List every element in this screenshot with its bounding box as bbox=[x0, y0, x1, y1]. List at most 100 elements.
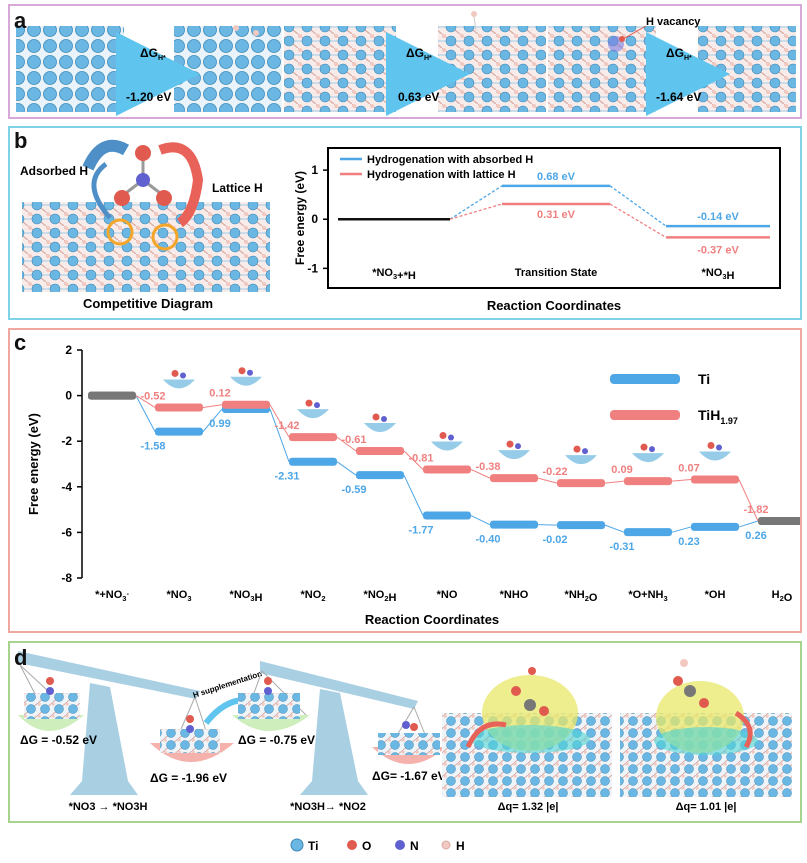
chart-c-category-label: *NO bbox=[437, 589, 458, 601]
chart-c-connector bbox=[738, 479, 759, 522]
chart-c-legend-swatch bbox=[610, 410, 680, 420]
legend-ti: Ti bbox=[308, 839, 318, 853]
adsorbate-n-atom bbox=[381, 416, 387, 423]
chart-c-data-label: -0.31 bbox=[609, 541, 634, 553]
chart-c-ytick-label: -2 bbox=[61, 434, 72, 448]
chart-c-connector bbox=[202, 408, 223, 432]
adsorbate-o-atom bbox=[171, 369, 179, 377]
chart-c-connector bbox=[604, 524, 625, 533]
chart-c-data-label: 0.99 bbox=[209, 418, 230, 430]
panel-a: a ΔGH* -1.20 e bbox=[8, 4, 802, 119]
adsorbate-o-atom bbox=[573, 445, 581, 453]
caption-1: *NO3 → *NO3H bbox=[69, 801, 148, 813]
chart-b-state-label: *NO3H bbox=[702, 267, 735, 282]
adsorbate-o-atom bbox=[439, 431, 447, 439]
chart-b-data-label: -0.37 eV bbox=[697, 244, 739, 256]
chart-c-connector bbox=[202, 404, 223, 408]
chart-c-data-label: -0.22 bbox=[542, 466, 567, 478]
chart-c-data-label: 0.23 bbox=[678, 536, 699, 548]
chart-b-ytick-label: -1 bbox=[307, 261, 318, 275]
panel-a-figure: ΔGH* -1.20 eV ΔGH* 0.63 eV H vacancy ΔGH… bbox=[16, 11, 796, 116]
adsorbate-o-atom bbox=[506, 440, 514, 448]
dg-arrow-3: ΔGH* -1.64 eV bbox=[646, 32, 730, 116]
adsorbate-n-atom bbox=[247, 369, 253, 376]
svg-text:-1.20 eV: -1.20 eV bbox=[126, 90, 171, 104]
adsorbate-structure-icon bbox=[297, 409, 329, 419]
chart-c-data-label: -0.61 bbox=[341, 434, 366, 446]
chart-c-category-label: *O+NH3 bbox=[628, 589, 667, 603]
tih-slab-h-structure bbox=[438, 26, 546, 112]
charge-density-2 bbox=[620, 659, 792, 797]
chart-c-data-label: 0.26 bbox=[745, 530, 766, 542]
chart-c-level-bar bbox=[356, 447, 404, 456]
panel-c: c 2 0 -2 -4 -6 -8 Free energy (eV) Reaction Coo… bbox=[8, 328, 806, 633]
chart-c-legend-label: Ti bbox=[698, 371, 710, 387]
chart-c-category-label: *NH2O bbox=[565, 589, 598, 604]
n-legend-icon bbox=[395, 840, 405, 850]
chart-c-level-bar bbox=[155, 403, 203, 412]
chart-c-category-label: *NO2 bbox=[301, 589, 326, 603]
chart-c-data-label: -1.77 bbox=[408, 525, 433, 537]
chart-c-connector bbox=[470, 469, 491, 479]
chart-c-connector bbox=[537, 477, 558, 484]
balance-scale-2: ΔG = -0.75 eV ΔG= -1.67 eV bbox=[232, 661, 446, 795]
adsorbate-n-atom bbox=[582, 448, 588, 455]
chart-b-ytick-label: 1 bbox=[311, 163, 318, 177]
adsorbate-structure-icon bbox=[230, 376, 262, 386]
svg-text:-1.64 eV: -1.64 eV bbox=[656, 90, 701, 104]
chart-b-ytick-label: 0 bbox=[311, 212, 318, 226]
panel-a-label: a bbox=[14, 8, 27, 33]
chart-b-legend-label: Hydrogenation with lattice H bbox=[367, 169, 516, 181]
chart-c-level-bar bbox=[624, 528, 672, 537]
chart-c-ytick-label: -8 bbox=[61, 571, 72, 585]
caption-4: Δq= 1.01 |e| bbox=[676, 801, 737, 813]
adsorbate-o-atom bbox=[305, 399, 313, 407]
adsorbate-structure-icon bbox=[431, 441, 463, 451]
chart-c-ylabel: Free energy (eV) bbox=[26, 413, 41, 515]
h-legend-icon bbox=[441, 840, 451, 850]
ti-legend-icon bbox=[290, 838, 304, 852]
charge-density-1 bbox=[442, 667, 612, 797]
chart-c-level-bar bbox=[557, 479, 605, 488]
o-legend-icon bbox=[347, 840, 357, 850]
h-vacancy-label: H vacancy bbox=[646, 16, 701, 28]
chart-b-xlabel: Reaction Coordinates bbox=[487, 298, 621, 313]
chart-b-frame bbox=[327, 147, 781, 289]
tih-slab-structure bbox=[284, 26, 396, 112]
adsorbate-n-atom bbox=[448, 434, 454, 441]
adsorbate-n-atom bbox=[314, 402, 320, 409]
chart-c-data-label: -1.82 bbox=[743, 504, 768, 516]
chart-c-legend-swatch bbox=[610, 374, 680, 384]
svg-text:0.63 eV: 0.63 eV bbox=[398, 90, 439, 104]
adsorbate-n-atom bbox=[649, 446, 655, 453]
chart-c-connector bbox=[135, 395, 156, 432]
balance-scale-1: ΔG = -0.52 eV ΔG = -1.96 eV bbox=[18, 651, 234, 795]
chart-c-connector bbox=[604, 480, 625, 484]
chart-c-connector bbox=[135, 395, 156, 408]
chart-c-data-label: -0.59 bbox=[341, 484, 366, 496]
chart-c-data-label: -1.58 bbox=[140, 441, 165, 453]
chart-c-category-label: *NO3H bbox=[230, 589, 263, 604]
dg-label-c: ΔG = -0.75 eV bbox=[238, 733, 315, 747]
chart-c-connector bbox=[336, 461, 357, 476]
chart-c-category-label: *NHO bbox=[500, 589, 529, 601]
chart-c-data-label: -0.81 bbox=[408, 452, 433, 464]
chart-c-category-label: *NO2H bbox=[364, 589, 397, 604]
legend-h: H bbox=[456, 839, 465, 853]
chart-c-level-bar bbox=[490, 520, 538, 529]
chart-c-level-bar bbox=[289, 433, 337, 442]
panel-b-figure: Adsorbed H Lattice H Competitive Diagram… bbox=[20, 139, 781, 313]
adsorbate-n-atom bbox=[180, 372, 186, 379]
chart-c-data-label: -0.38 bbox=[475, 461, 500, 473]
caption-3: Δq= 1.32 |e| bbox=[498, 801, 559, 813]
chart-c-data-label: -0.40 bbox=[475, 534, 500, 546]
chart-c-level-bar bbox=[155, 427, 203, 436]
ti-slab-structure bbox=[16, 26, 124, 112]
adsorbate-structure-icon bbox=[632, 453, 664, 463]
panel-b: b Adsorbed H Lattice H Competitive Diagr… bbox=[8, 126, 802, 320]
dg-arrow-2: ΔGH* 0.63 eV bbox=[386, 32, 470, 116]
adsorbate-o-atom bbox=[372, 413, 380, 421]
chart-c-level-bar bbox=[557, 521, 605, 530]
competitive-diagram-caption: Competitive Diagram bbox=[83, 296, 213, 311]
ti-slab-h-structure bbox=[174, 26, 282, 112]
